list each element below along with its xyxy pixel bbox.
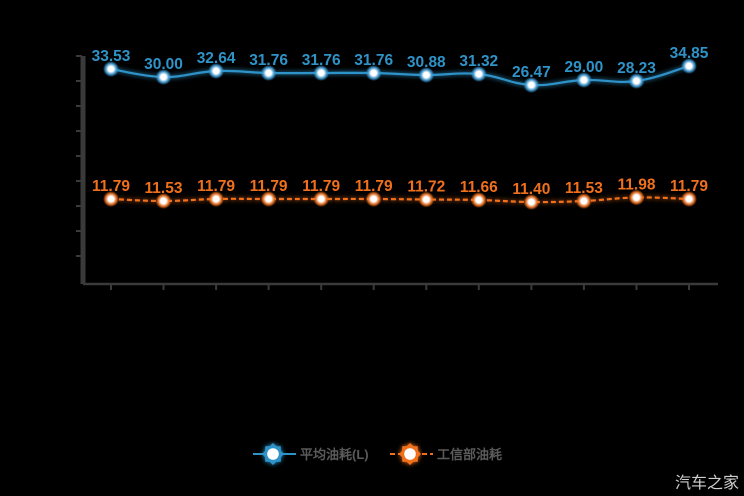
svg-text:31.76: 31.76 xyxy=(249,52,288,69)
svg-text:平均油耗(L): 平均油耗(L) xyxy=(300,447,369,462)
svg-text:11.72: 11.72 xyxy=(407,179,445,196)
svg-text:11.79: 11.79 xyxy=(197,178,235,195)
svg-text:11.79: 11.79 xyxy=(670,178,708,195)
svg-text:31.32: 31.32 xyxy=(459,53,498,70)
svg-text:11.53: 11.53 xyxy=(565,180,603,197)
svg-text:29.00: 29.00 xyxy=(565,59,604,76)
svg-text:11.53: 11.53 xyxy=(145,180,183,197)
svg-text:11.98: 11.98 xyxy=(618,177,656,194)
svg-text:28.23: 28.23 xyxy=(617,60,656,77)
svg-text:31.76: 31.76 xyxy=(302,52,341,69)
svg-text:32.64: 32.64 xyxy=(197,50,236,67)
svg-text:26.47: 26.47 xyxy=(512,64,551,81)
svg-text:31.76: 31.76 xyxy=(354,52,393,69)
svg-text:工信部油耗: 工信部油耗 xyxy=(437,447,502,462)
svg-text:30.00: 30.00 xyxy=(144,56,183,73)
svg-text:30.88: 30.88 xyxy=(407,54,446,71)
svg-text:11.79: 11.79 xyxy=(302,178,340,195)
svg-text:11.79: 11.79 xyxy=(250,178,288,195)
svg-text:11.66: 11.66 xyxy=(460,179,498,196)
svg-text:34.85: 34.85 xyxy=(670,45,709,62)
svg-text:11.79: 11.79 xyxy=(355,178,393,195)
svg-text:汽车之家: 汽车之家 xyxy=(675,474,739,492)
svg-text:33.53: 33.53 xyxy=(92,48,131,65)
svg-text:11.79: 11.79 xyxy=(92,178,130,195)
svg-text:11.40: 11.40 xyxy=(512,181,550,198)
